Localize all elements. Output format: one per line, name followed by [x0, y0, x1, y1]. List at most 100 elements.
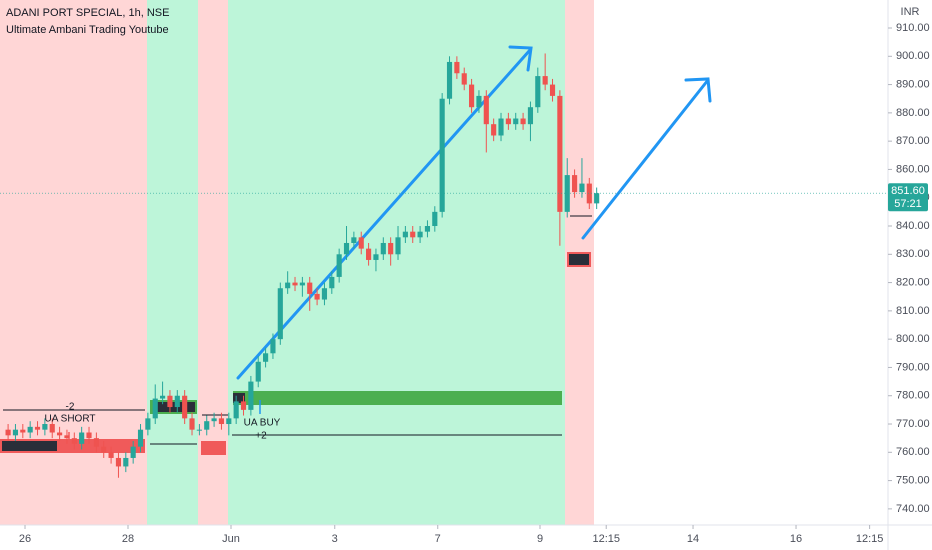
candle-body — [292, 282, 298, 286]
candle-body — [336, 254, 342, 277]
candle-body — [57, 432, 63, 436]
candle-body — [388, 242, 394, 255]
candle-body — [535, 76, 541, 108]
candle-body — [34, 426, 41, 430]
candle-body — [152, 398, 158, 419]
sell-zone — [0, 0, 147, 525]
annotation: -2 — [66, 402, 75, 413]
y-tick-label: 780.00 — [896, 390, 930, 402]
candle-body — [211, 418, 217, 422]
candle-body — [108, 452, 114, 458]
x-tick-label: 3 — [332, 533, 338, 545]
y-tick-label: 790.00 — [896, 361, 930, 373]
candle-body — [71, 438, 77, 444]
candle-body — [579, 183, 585, 193]
candle-body — [137, 429, 144, 447]
candle-body — [351, 237, 357, 243]
x-tick-label: 12:15 — [592, 533, 620, 545]
last-price-label: 851.60 — [891, 185, 925, 197]
candle-body — [218, 418, 225, 425]
short-box — [201, 441, 226, 455]
y-tick-label: 910.00 — [896, 22, 930, 34]
candle-body — [520, 118, 526, 125]
candle-body — [395, 237, 401, 255]
candle-body — [12, 429, 19, 436]
x-tick-label: 28 — [122, 533, 134, 545]
candle-body — [483, 95, 489, 125]
candle-body — [174, 395, 180, 408]
candle-body — [505, 118, 511, 125]
y-tick-label: 800.00 — [896, 333, 930, 345]
candle-body — [513, 118, 519, 125]
candle-body — [189, 418, 195, 430]
annotation: +2 — [255, 431, 267, 442]
long-box — [233, 391, 562, 405]
candle-body — [285, 282, 291, 289]
candle-body — [432, 211, 438, 227]
trend-arrow — [581, 78, 710, 240]
candle-body — [476, 95, 482, 108]
candle-body — [226, 418, 232, 425]
candle-body — [402, 231, 408, 238]
candle-body — [20, 429, 26, 433]
currency: INR — [901, 6, 920, 18]
annotation: UA SHORT — [45, 414, 96, 425]
candle-body — [270, 339, 276, 354]
candle-body — [115, 457, 122, 467]
candle-body — [263, 353, 269, 362]
y-tick-label: 870.00 — [896, 135, 930, 147]
candle-body — [145, 418, 151, 430]
countdown: 57:21 — [894, 198, 922, 210]
candle-body — [277, 288, 283, 340]
candle-body — [64, 435, 70, 439]
candle-body — [594, 193, 600, 204]
candle-body — [27, 426, 33, 433]
candle-body — [549, 84, 556, 96]
y-tick-label: 750.00 — [896, 474, 930, 486]
x-tick-label: 12:15 — [856, 533, 884, 545]
candle-body — [86, 432, 92, 439]
candle-body — [101, 446, 107, 453]
candle-body — [469, 84, 475, 108]
candle-body — [196, 429, 202, 431]
candle-body — [167, 395, 173, 408]
candle-body — [557, 95, 563, 212]
candles — [5, 53, 600, 478]
candle-body — [424, 226, 431, 232]
candle-body — [366, 248, 372, 260]
candle-body — [79, 432, 85, 444]
candle-body — [182, 395, 188, 419]
short-box-dark — [569, 254, 589, 265]
candle-body — [417, 231, 423, 238]
candle-body — [93, 438, 99, 447]
x-tick-label: 14 — [687, 533, 699, 545]
candle-body — [160, 395, 166, 399]
arrow-head — [508, 45, 533, 72]
x-tick-label: 26 — [19, 533, 31, 545]
candle-body — [491, 124, 497, 136]
candle-body — [204, 421, 210, 430]
short-box-dark — [2, 441, 57, 451]
candle-body — [130, 446, 136, 458]
y-tick-label: 900.00 — [896, 50, 930, 62]
long-box-dark — [233, 393, 245, 403]
candle-body — [461, 73, 467, 85]
y-tick-label: 840.00 — [896, 220, 930, 232]
x-tick-label: 9 — [537, 533, 543, 545]
candle-body — [329, 276, 335, 289]
candle-body — [498, 118, 504, 136]
candle-body — [439, 98, 445, 212]
candle-body — [233, 401, 239, 419]
candle-body — [321, 288, 328, 300]
candle-body — [572, 175, 578, 193]
candle-body — [380, 242, 386, 255]
annotation: UA BUY — [244, 418, 281, 429]
chart-subtitle: Ultimate Ambani Trading Youtube — [6, 24, 169, 36]
y-tick-label: 860.00 — [896, 163, 930, 175]
candle-body — [5, 429, 11, 436]
candle-body — [343, 242, 350, 255]
last-price-box — [888, 183, 928, 212]
candle-body — [49, 424, 55, 433]
arrow-head — [684, 77, 712, 103]
